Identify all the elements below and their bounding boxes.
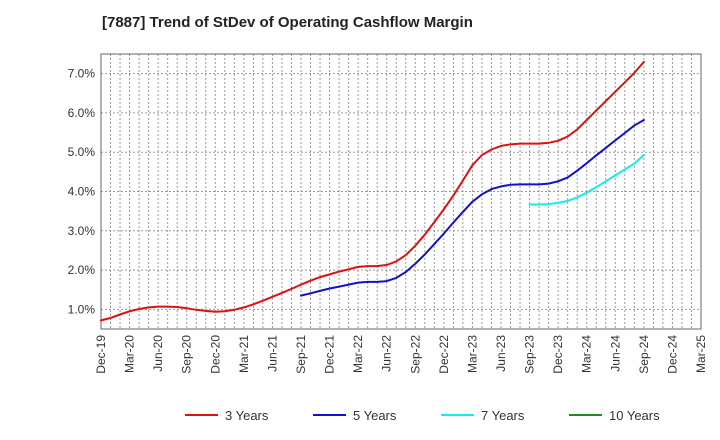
legend-item: 3 Years [185, 408, 269, 423]
x-tick-label: Sep-23 [523, 335, 537, 374]
x-tick-label: Mar-23 [465, 335, 479, 373]
x-tick-label: Mar-22 [351, 335, 365, 373]
x-tick-label: Sep-20 [180, 335, 194, 374]
x-tick-label: Mar-25 [694, 335, 708, 373]
chart-title: [7887] Trend of StDev of Operating Cashf… [102, 14, 473, 31]
x-tick-label: Dec-24 [665, 335, 679, 374]
legend-item: 5 Years [313, 408, 397, 423]
legend-item: 10 Years [569, 408, 660, 423]
y-tick-label: 2.0% [68, 263, 96, 277]
x-tick-label: Jun-23 [494, 335, 508, 372]
x-tick-label: Jun-22 [380, 335, 394, 372]
y-tick-label: 4.0% [68, 185, 96, 199]
y-tick-label: 7.0% [68, 67, 96, 81]
x-tick-label: Sep-21 [294, 335, 308, 374]
y-tick-label: 3.0% [68, 224, 96, 238]
x-tick-label: Dec-20 [208, 335, 222, 374]
x-tick-label: Jun-21 [265, 335, 279, 372]
x-tick-label: Mar-24 [580, 335, 594, 373]
x-tick-label: Dec-19 [94, 335, 108, 374]
y-tick-label: 1.0% [68, 302, 96, 316]
x-tick-label: Dec-23 [551, 335, 565, 374]
y-tick-label: 5.0% [68, 145, 96, 159]
y-axis: 1.0% 2.0% 3.0% 4.0% 5.0% 6.0% 7.0% [68, 67, 96, 317]
series-lines [100, 60, 645, 322]
x-tick-label: Sep-24 [637, 335, 651, 374]
x-tick-label: Mar-21 [237, 335, 251, 373]
x-tick-label: Jun-20 [151, 335, 165, 372]
x-tick-label: Dec-21 [323, 335, 337, 374]
legend-label: 7 Years [481, 408, 525, 423]
y-tick-label: 6.0% [68, 106, 96, 120]
legend-label: 5 Years [353, 408, 397, 423]
series-line-5-years [300, 119, 645, 297]
x-tick-label: Dec-22 [437, 335, 451, 374]
legend-label: 10 Years [609, 408, 660, 423]
series-line-3-years [100, 60, 645, 322]
grid-lines [101, 54, 701, 329]
plot-area [100, 53, 702, 330]
x-tick-label: Jun-24 [608, 335, 622, 372]
x-axis: Dec-19 Mar-20 Jun-20 Sep-20 Dec-20 Mar-21 Jun-… [94, 335, 708, 374]
series-line-7-years [528, 154, 645, 206]
x-tick-label: Sep-22 [408, 335, 422, 374]
legend-item: 7 Years [441, 408, 525, 423]
legend-label: 3 Years [225, 408, 269, 423]
x-tick-label: Mar-20 [123, 335, 137, 373]
legend: 3 Years 5 Years 7 Years 10 Years [185, 408, 660, 423]
